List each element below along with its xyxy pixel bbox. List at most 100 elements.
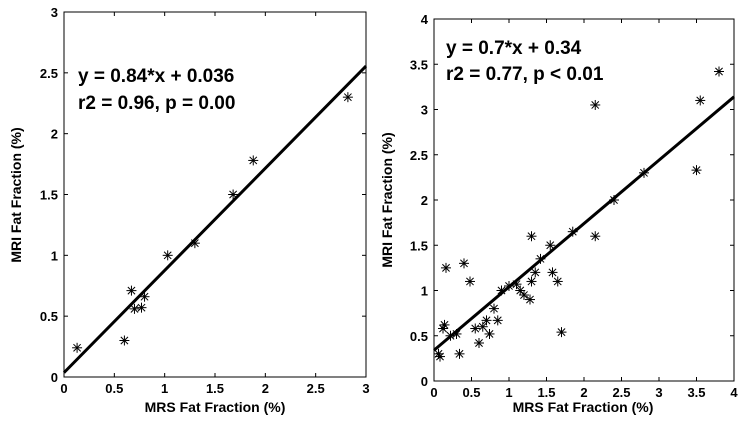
left-y-tick-label: 2.5 [40,66,58,81]
right-data-point [552,276,563,287]
left-y-tick-label: 1.5 [40,188,58,203]
left-data-point [139,291,150,302]
left-x-tick-label: 0.5 [105,381,123,396]
right-data-point [556,327,567,338]
left-data-point [136,302,147,313]
left-x-tick-label: 2.5 [307,381,325,396]
right-y-tick-label: 4 [421,12,429,27]
left-x-tick-label: 1 [161,381,168,396]
left-annotation-stats: r2 = 0.96, p = 0.00 [78,93,235,114]
right-data-point [567,226,578,237]
right-x-tick-label: 0 [430,385,437,400]
right-data-point [547,267,558,278]
right-data-point [609,195,619,205]
right-data-point [441,262,451,273]
left-x-tick-label: 0 [60,381,67,396]
left-regression-line [62,64,368,374]
right-regression-line [433,95,735,352]
left-data-point [342,92,353,103]
right-data-point [511,279,522,290]
right-data-point [477,321,488,332]
right-data-point [435,351,445,362]
right-x-tick-label: 3.5 [687,385,705,400]
right-data-point [474,337,484,348]
right-y-tick-label: 2.5 [410,148,428,163]
right-data-point [470,323,481,334]
left-plot: 0 0.5 1 1.5 2 2.5 3 0 0.5 1 1.5 2 2.5 3 y = 0.84*x + … [8,5,370,415]
left-ticks: 0 0.5 1 1.5 2 2.5 3 0 0.5 1 1.5 2 2.5 3 [40,5,370,396]
right-points [433,66,724,362]
right-data-point [530,267,541,278]
right-data-point [714,66,724,77]
left-data-point [72,342,83,353]
left-data-point [129,303,140,314]
right-x-axis-label: MRS Fat Fraction (%) [513,399,654,415]
right-y-tick-label: 0.5 [410,329,428,344]
left-data-point [162,250,173,261]
right-data-point [504,280,514,291]
right-data-point [496,285,507,296]
left-x-tick-label: 3 [362,381,369,396]
right-ticks: 0 0.5 1 1.5 2 2.5 3 3.5 4 0 0.5 1 1.5 2 2.5 3 3.5 4 [410,12,738,400]
left-data-point [119,335,130,346]
right-annotation-stats: r2 = 0.77, p < 0.01 [446,64,604,85]
right-y-tick-label: 3.5 [410,57,428,72]
left-data-point [126,285,137,296]
right-data-point [481,315,492,326]
left-points [72,92,353,353]
left-x-axis-label: MRS Fat Fraction (%) [145,399,286,415]
right-fit-line [433,95,735,352]
right-y-tick-label: 3 [421,103,428,118]
right-data-point [590,99,601,110]
right-x-tick-label: 2 [580,385,587,400]
right-data-point [526,276,537,287]
left-y-axis-label: MRI Fat Fraction (%) [8,127,24,262]
left-plot-area [63,11,367,378]
right-data-point [535,253,546,264]
right-y-tick-label: 2 [421,193,428,208]
right-data-point [639,167,649,178]
right-x-tick-label: 4 [730,385,738,400]
right-data-point [519,290,529,301]
left-annotation-equation: y = 0.84*x + 0.036 [78,66,234,87]
left-y-tick-label: 0 [51,370,58,385]
right-data-point [454,348,465,359]
left-y-tick-label: 1 [51,248,58,263]
right-x-tick-label: 3 [655,385,662,400]
right-data-point [590,231,601,242]
right-y-tick-label: 1 [421,284,428,299]
right-data-point [492,315,503,326]
right-data-point [489,303,499,314]
right-data-point [451,328,462,339]
left-x-tick-label: 2 [262,381,269,396]
right-data-point [445,330,456,341]
left-data-point [248,155,259,166]
right-x-tick-label: 1.5 [537,385,555,400]
right-data-point [459,258,469,269]
right-annotation-equation: y = 0.7*x + 0.34 [446,38,582,59]
right-data-point [525,294,535,305]
right-data-point [691,165,702,176]
right-data-point [465,276,475,287]
right-data-point [526,231,537,242]
left-y-tick-label: 0.5 [40,309,58,324]
right-y-axis-label: MRI Fat Fraction (%) [379,132,395,267]
left-data-point [228,189,239,200]
right-data-point [439,319,450,330]
right-plot: 0 0.5 1 1.5 2 2.5 3 3.5 4 0 0.5 1 1.5 2 2.5 3 3.5 4 y = 0… [379,12,738,415]
right-data-point [484,328,495,339]
right-data-point [545,240,556,251]
right-x-tick-label: 0.5 [462,385,480,400]
left-data-point [189,238,200,249]
left-y-tick-label: 3 [51,5,58,20]
left-fit-line [62,64,368,374]
left-x-tick-label: 1.5 [206,381,224,396]
right-x-tick-label: 2.5 [612,385,630,400]
right-x-tick-label: 1 [505,385,512,400]
right-y-tick-label: 1.5 [410,238,428,253]
right-data-point [695,95,706,106]
right-data-point [433,348,444,359]
left-y-tick-label: 2 [51,127,58,142]
right-y-tick-label: 0 [421,374,428,389]
